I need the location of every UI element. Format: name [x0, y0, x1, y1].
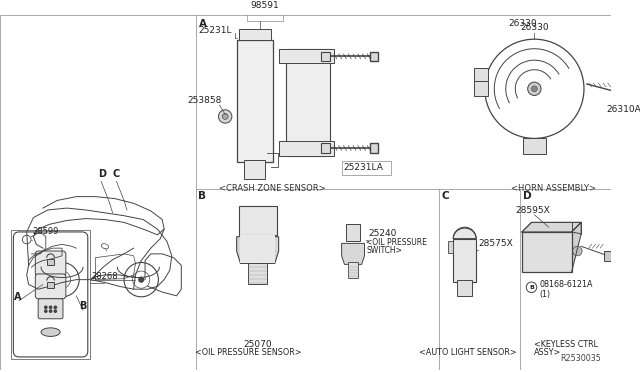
Circle shape — [49, 306, 52, 308]
FancyBboxPatch shape — [38, 299, 63, 319]
Bar — [447, 241, 453, 253]
Text: <KEYLESS CTRL: <KEYLESS CTRL — [534, 340, 598, 349]
Bar — [47, 259, 54, 265]
Text: 253858: 253858 — [187, 96, 221, 105]
Circle shape — [45, 310, 47, 312]
Text: C: C — [442, 191, 449, 201]
FancyBboxPatch shape — [35, 251, 66, 276]
Circle shape — [531, 86, 537, 92]
Text: D: D — [99, 170, 106, 179]
Text: 25231L: 25231L — [198, 26, 232, 35]
Bar — [278, 49, 334, 63]
Text: SWITCH>: SWITCH> — [367, 246, 403, 255]
Polygon shape — [522, 222, 581, 232]
Text: 26330: 26330 — [520, 23, 548, 32]
Text: 25240: 25240 — [369, 229, 397, 238]
Ellipse shape — [41, 328, 60, 336]
Ellipse shape — [304, 56, 312, 68]
Text: 28595X: 28595X — [515, 206, 550, 215]
Ellipse shape — [304, 132, 312, 145]
Circle shape — [59, 277, 65, 282]
Text: 08168-6121A: 08168-6121A — [539, 280, 593, 289]
Circle shape — [222, 113, 228, 119]
Bar — [474, 81, 488, 96]
Polygon shape — [572, 222, 581, 272]
Bar — [321, 143, 330, 153]
Bar — [244, 160, 265, 179]
Bar — [522, 232, 572, 272]
Text: 98591: 98591 — [250, 1, 279, 10]
Circle shape — [45, 306, 47, 308]
Bar — [348, 263, 358, 278]
Wedge shape — [453, 227, 476, 238]
Text: R2530035: R2530035 — [560, 354, 601, 363]
Text: 28575X: 28575X — [478, 239, 513, 248]
Bar — [239, 29, 271, 40]
Bar — [604, 251, 612, 260]
Circle shape — [528, 82, 541, 96]
Circle shape — [476, 70, 486, 79]
Bar — [47, 282, 54, 288]
Bar — [248, 263, 267, 285]
Polygon shape — [237, 237, 278, 263]
Text: 28599: 28599 — [33, 227, 59, 236]
Bar — [621, 86, 631, 101]
Text: B: B — [529, 285, 534, 290]
Ellipse shape — [304, 81, 312, 93]
Text: (1): (1) — [539, 291, 550, 299]
Ellipse shape — [250, 91, 260, 104]
Ellipse shape — [250, 65, 260, 78]
Text: <CRASH ZONE SENSOR>: <CRASH ZONE SENSOR> — [219, 184, 325, 193]
Text: 26330: 26330 — [509, 19, 537, 28]
Bar — [346, 224, 360, 241]
Ellipse shape — [304, 106, 312, 119]
Bar — [286, 49, 330, 155]
Polygon shape — [342, 243, 365, 264]
Text: D: D — [523, 191, 532, 201]
Text: 28268: 28268 — [92, 272, 118, 280]
Bar — [12, 230, 90, 359]
Text: A: A — [198, 19, 207, 29]
FancyBboxPatch shape — [35, 274, 66, 299]
Text: A: A — [14, 292, 22, 302]
Circle shape — [54, 306, 56, 308]
Ellipse shape — [250, 138, 260, 152]
Bar — [342, 161, 391, 175]
Bar — [370, 143, 378, 153]
Circle shape — [54, 310, 56, 312]
Bar — [370, 52, 378, 61]
Circle shape — [218, 110, 232, 123]
Bar — [247, 8, 284, 21]
Circle shape — [292, 52, 300, 59]
Text: <OIL PRESSURE: <OIL PRESSURE — [367, 238, 428, 247]
Circle shape — [252, 31, 258, 38]
Bar — [239, 206, 276, 235]
Text: B: B — [79, 301, 86, 311]
Circle shape — [49, 310, 52, 312]
Bar — [278, 141, 334, 155]
Circle shape — [292, 145, 300, 153]
Bar — [474, 68, 488, 81]
Circle shape — [138, 277, 144, 282]
Circle shape — [253, 218, 262, 227]
Text: B: B — [198, 191, 207, 201]
Text: 26310A: 26310A — [606, 105, 640, 114]
Text: C: C — [113, 170, 120, 179]
Bar — [321, 52, 330, 61]
Bar — [241, 235, 275, 263]
Bar — [457, 280, 472, 296]
Circle shape — [531, 142, 538, 150]
Bar — [237, 40, 273, 162]
Text: <AUTO LIGHT SENSOR>: <AUTO LIGHT SENSOR> — [419, 348, 516, 357]
Text: <OIL PRESSURE SENSOR>: <OIL PRESSURE SENSOR> — [195, 348, 301, 357]
Circle shape — [573, 246, 582, 256]
Text: <HORN ASSEMBLY>: <HORN ASSEMBLY> — [511, 184, 596, 193]
Text: 25231LA: 25231LA — [344, 163, 383, 172]
Bar — [523, 138, 546, 154]
Bar — [453, 238, 476, 282]
Ellipse shape — [250, 116, 260, 129]
Text: ASSY>: ASSY> — [534, 348, 562, 357]
Text: 25070: 25070 — [243, 340, 272, 349]
